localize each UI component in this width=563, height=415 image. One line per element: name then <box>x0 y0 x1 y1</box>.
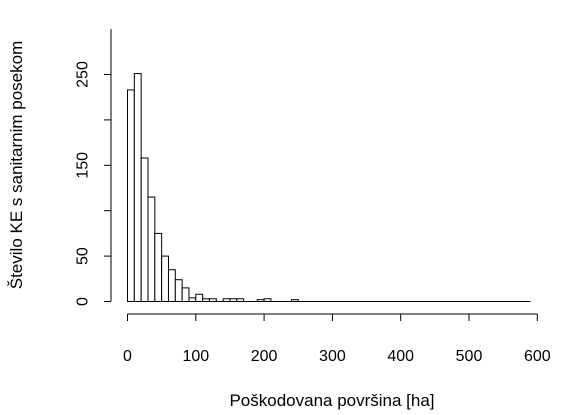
x-tick-label: 500 <box>456 348 483 365</box>
x-tick-label: 0 <box>123 348 132 365</box>
x-tick-label: 400 <box>387 348 414 365</box>
y-axis-title: Število KE s sanitarnim posekom <box>7 41 26 290</box>
histogram-bars <box>127 73 299 303</box>
histogram-bar <box>147 196 156 302</box>
y-tick-label: 150 <box>75 152 92 179</box>
y-tick-label: 250 <box>75 61 92 88</box>
x-tick-label: 300 <box>319 348 346 365</box>
histogram-bar <box>195 293 204 302</box>
x-axis-title: Poškodovana površina [ha] <box>229 391 434 410</box>
histogram-bar <box>140 157 149 302</box>
x-axis: 0 100 200 300 400 500 600 <box>123 313 551 365</box>
histogram-bar <box>161 255 169 303</box>
histogram-bar <box>174 279 183 302</box>
histogram-bar <box>127 89 135 302</box>
x-tick-label: 200 <box>251 348 278 365</box>
histogram-bar <box>154 232 163 302</box>
histogram-bar <box>188 297 197 302</box>
y-tick-label: 50 <box>75 247 92 265</box>
histogram-bar <box>133 73 142 302</box>
y-axis: 0 50 150 250 <box>75 29 112 306</box>
y-tick-label: 0 <box>75 297 92 306</box>
histogram-bar <box>181 287 190 303</box>
x-tick-label: 100 <box>182 348 209 365</box>
histogram-bar <box>167 269 176 303</box>
x-tick-label: 600 <box>524 348 551 365</box>
